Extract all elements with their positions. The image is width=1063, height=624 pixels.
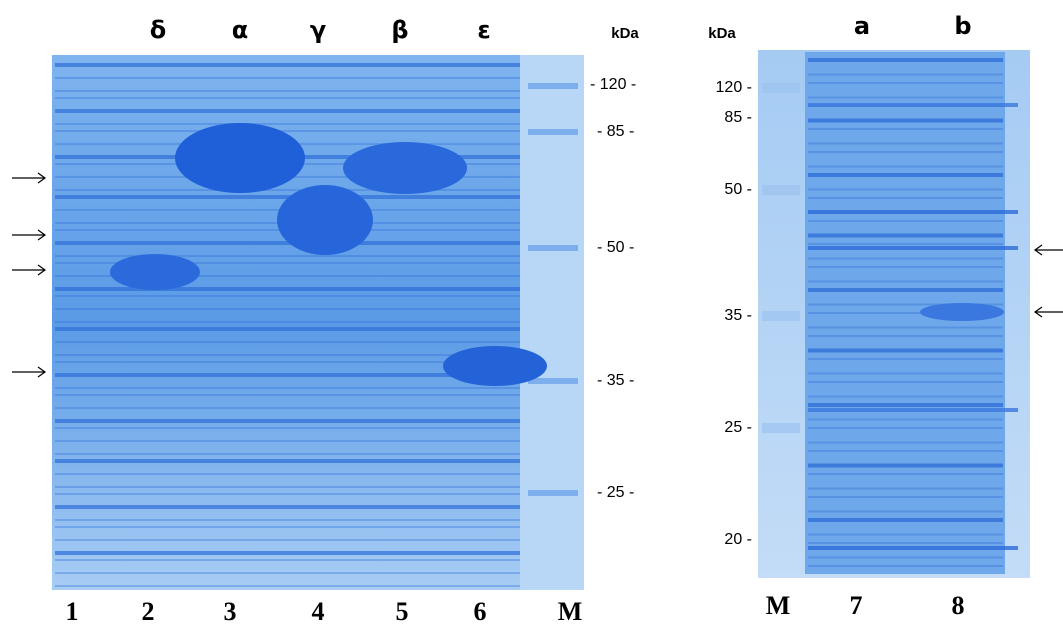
lane-number: 1 bbox=[66, 597, 79, 624]
marker-label: 85 - bbox=[724, 109, 752, 126]
lane-number: 3 bbox=[224, 597, 237, 624]
lane-number: 5 bbox=[396, 597, 409, 624]
band-alpha bbox=[175, 123, 305, 193]
lane-number: M bbox=[766, 591, 791, 620]
band-epsilon bbox=[443, 346, 547, 386]
lane-header: a bbox=[854, 12, 870, 40]
marker-label: - 85 - bbox=[597, 123, 634, 140]
lane-number: 6 bbox=[474, 597, 487, 624]
arrows bbox=[12, 172, 1063, 378]
lane-header: α bbox=[232, 16, 249, 44]
marker-lane bbox=[520, 55, 584, 590]
lane-header: β bbox=[391, 16, 408, 44]
lane-header: b bbox=[954, 12, 971, 40]
lane-number: 4 bbox=[312, 597, 325, 624]
marker-label: - 25 - bbox=[597, 484, 634, 501]
lane-number: 2 bbox=[142, 597, 155, 624]
unit: kDa bbox=[611, 25, 639, 42]
marker-label: - 120 - bbox=[590, 76, 636, 93]
lane-number: 8 bbox=[952, 591, 965, 620]
lane-number: M bbox=[558, 597, 583, 624]
marker-label: 35 - bbox=[724, 307, 752, 324]
band-gamma bbox=[277, 185, 373, 255]
lane-header: ε bbox=[477, 16, 490, 44]
band-b bbox=[920, 303, 1004, 321]
band-delta bbox=[110, 254, 200, 290]
marker-label: 50 - bbox=[724, 181, 752, 198]
marker-label: 20 - bbox=[724, 531, 752, 548]
unit: kDa bbox=[708, 25, 736, 42]
lane-number: 7 bbox=[850, 591, 863, 620]
band-beta bbox=[343, 142, 467, 194]
marker-label: - 35 - bbox=[597, 372, 634, 389]
marker-label: - 50 - bbox=[597, 239, 634, 256]
marker-label: 25 - bbox=[724, 419, 752, 436]
marker-label: 120 - bbox=[716, 79, 752, 96]
left-gel bbox=[52, 55, 584, 590]
lane-header: δ bbox=[150, 16, 167, 44]
lane-header: γ bbox=[310, 16, 326, 44]
